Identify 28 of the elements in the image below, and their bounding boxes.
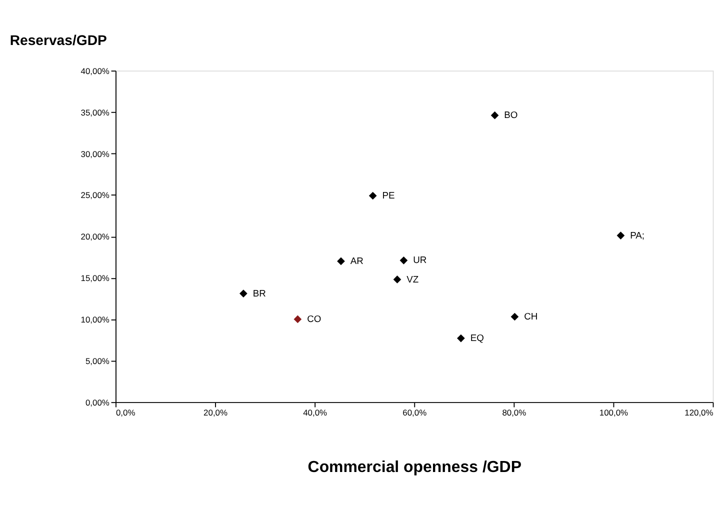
- y-tick-label: 10,00%: [80, 314, 110, 325]
- annotation: PE: [382, 190, 395, 201]
- y-tick-label: 35,00%: [80, 107, 110, 118]
- y-tick-label: 25,00%: [80, 190, 110, 200]
- x-tick-label: 60,0%: [402, 408, 428, 418]
- y-tick-label: 30,00%: [80, 148, 110, 159]
- x-tick-label: 120,0%: [684, 408, 714, 418]
- y-tick-label: 0,00%: [85, 397, 110, 408]
- x-tick-label: 20,0%: [204, 408, 228, 418]
- x-axis-title: Commercial openness /GDP: [308, 459, 522, 476]
- annotation: VZ: [406, 273, 419, 284]
- annotation: BR: [252, 287, 266, 298]
- annotation: EQ: [470, 332, 484, 344]
- annotation: BO: [504, 109, 518, 120]
- x-tick-label: 0,0%: [116, 408, 136, 418]
- annotation: AR: [350, 255, 364, 266]
- annotation: CO: [307, 313, 322, 324]
- y-tick-label: 20,00%: [80, 232, 110, 242]
- annotation: UR: [413, 254, 427, 266]
- y-tick-label: 5,00%: [85, 356, 110, 366]
- x-tick-label: 100,0%: [599, 408, 629, 418]
- x-tick-label: 80,0%: [502, 408, 527, 418]
- chart-title: Reservas/GDP: [10, 32, 107, 48]
- annotation: PA;: [630, 229, 645, 240]
- x-tick-label: 40,0%: [303, 408, 328, 418]
- y-tick-label: 40,00%: [80, 66, 110, 76]
- annotation: CH: [524, 310, 538, 322]
- y-tick-label: 15,00%: [80, 273, 110, 284]
